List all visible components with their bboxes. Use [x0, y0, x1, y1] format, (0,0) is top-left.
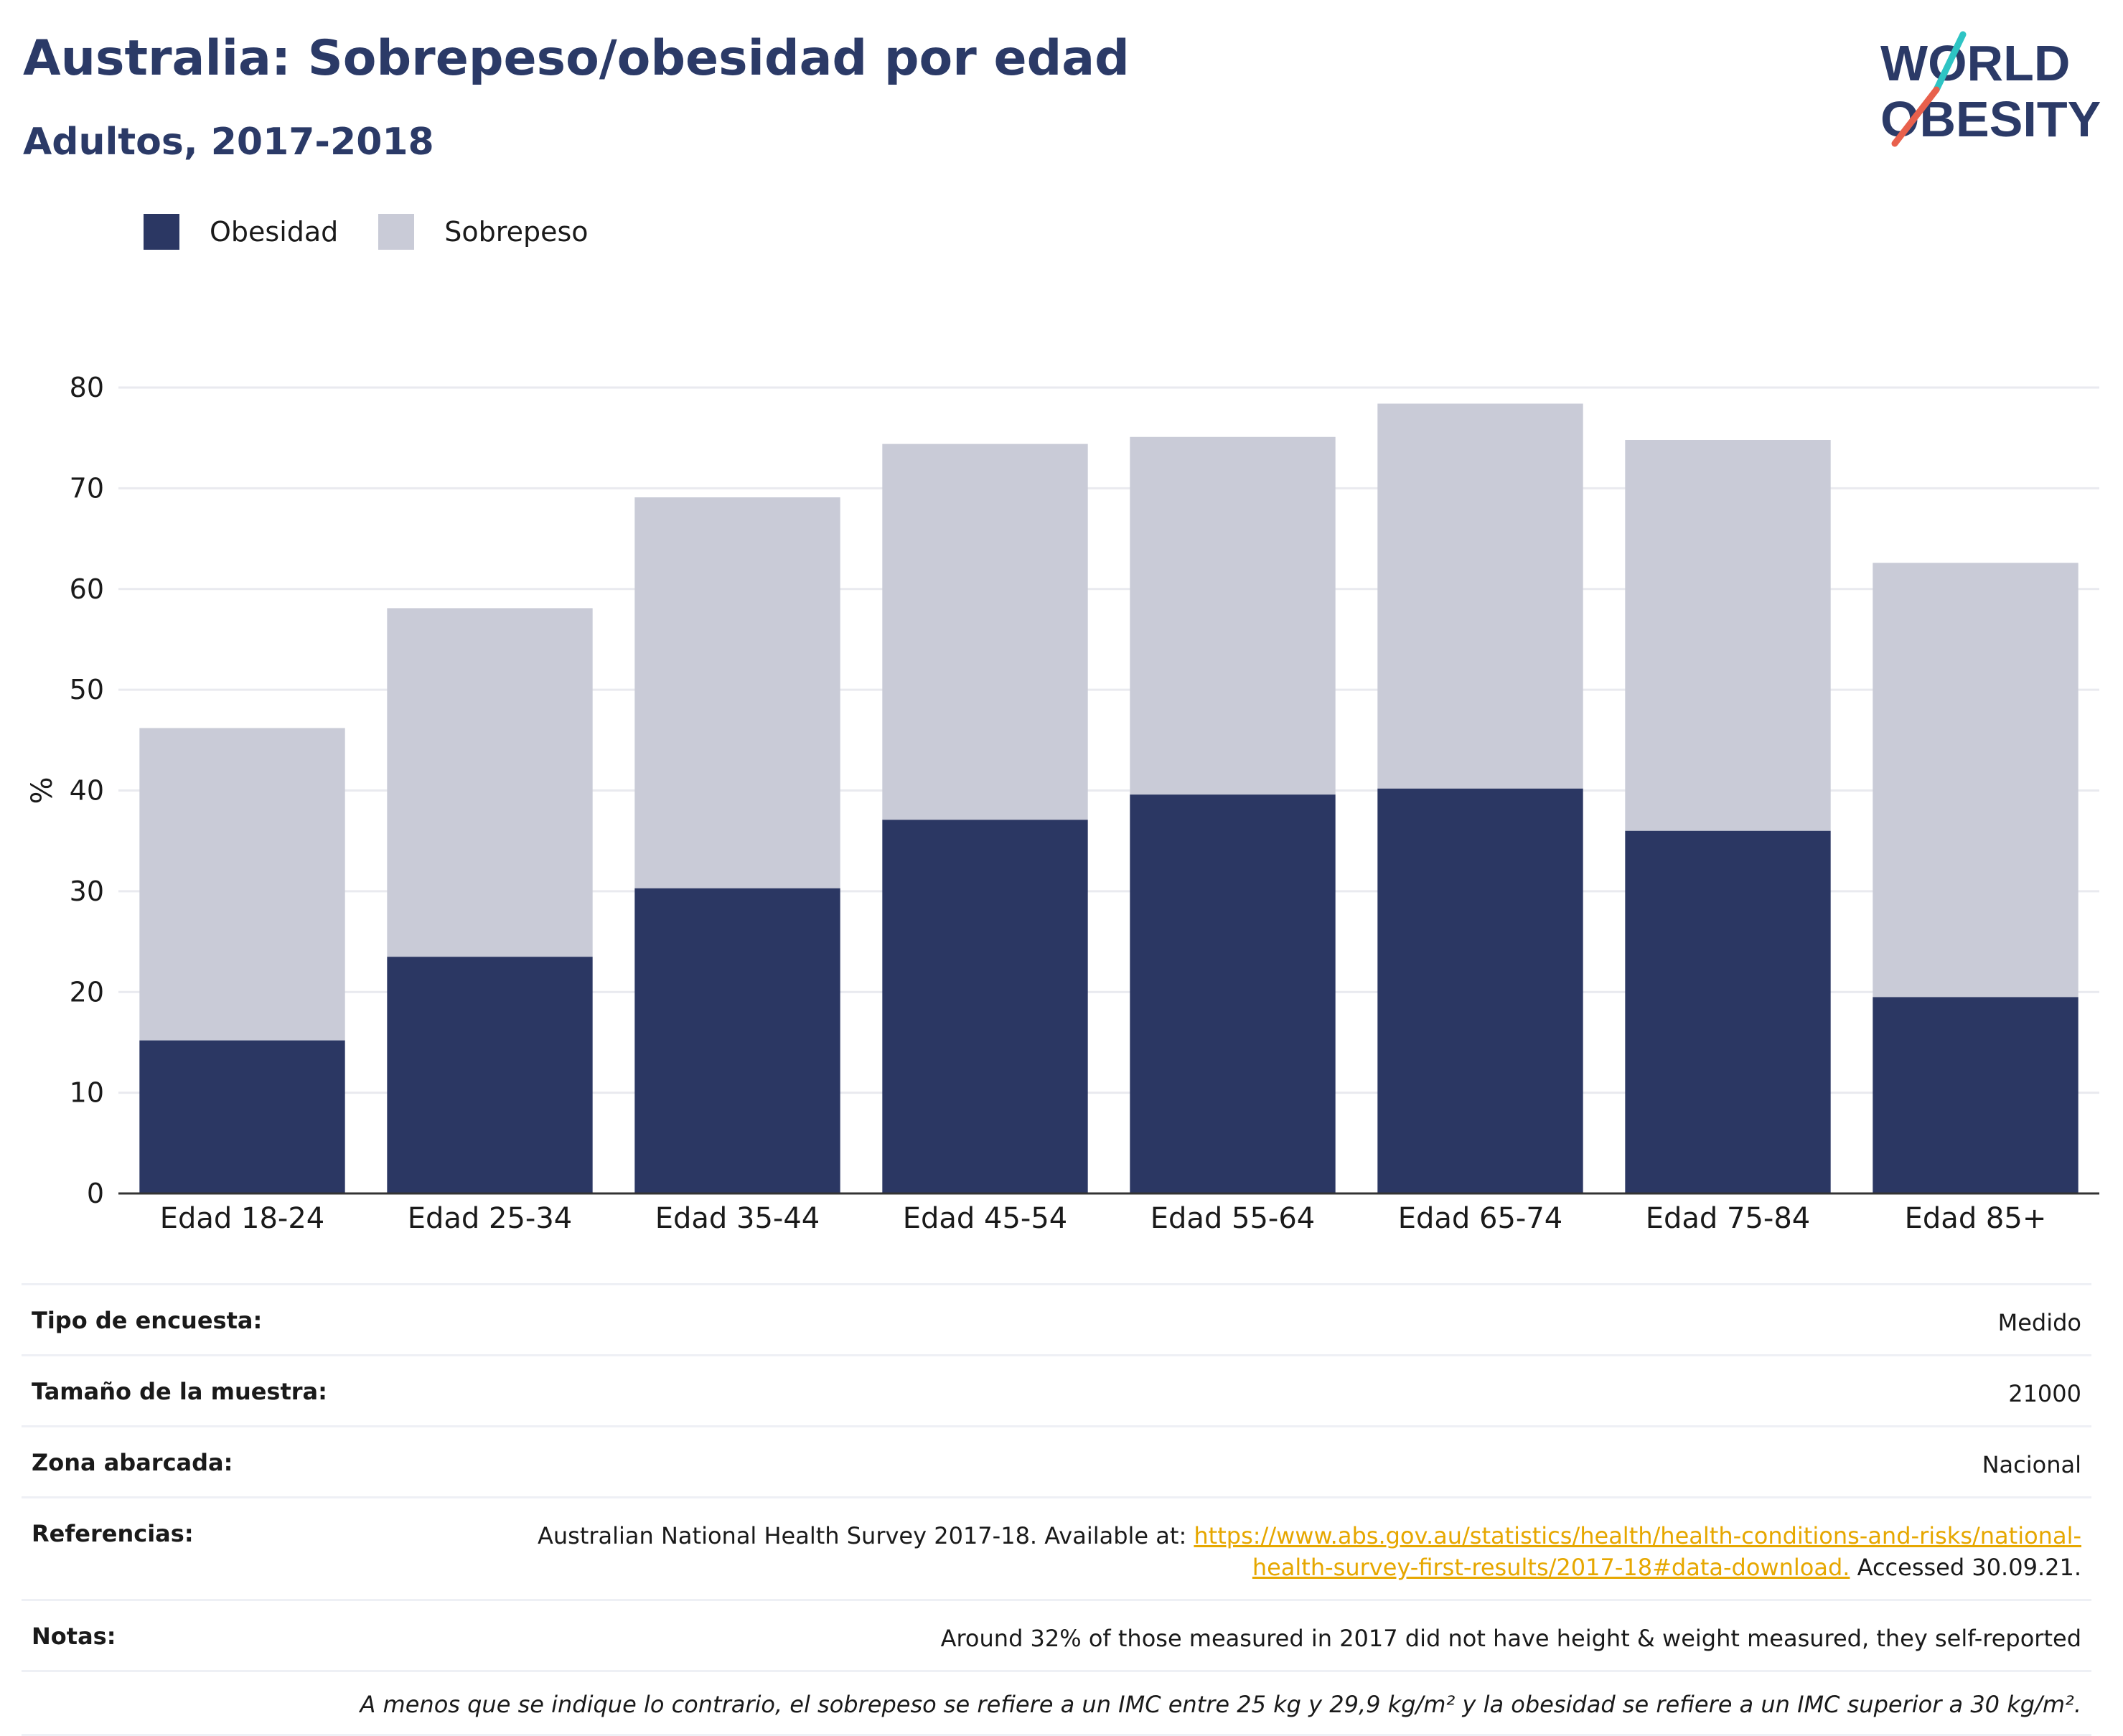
y-tick-label: 30	[70, 876, 104, 907]
sample-size-label: Tamaño de la muestra:	[32, 1378, 327, 1405]
references-label: Referencias:	[32, 1520, 194, 1547]
legend-item-obesidad: Obesidad	[144, 214, 338, 250]
bar-sobrepeso-7	[1625, 439, 1831, 831]
legend-label-sobrepeso: Sobrepeso	[444, 216, 589, 248]
bar-sobrepeso-6	[1377, 403, 1583, 789]
survey-type-label: Tipo de encuesta:	[32, 1307, 263, 1334]
x-tick-label: Edad 55-64	[1150, 1202, 1316, 1235]
bar-obesidad-5	[1130, 794, 1336, 1193]
references-value: Australian National Health Survey 2017-1…	[502, 1520, 2081, 1583]
bar-sobrepeso-2	[387, 608, 593, 957]
x-tick-label: Edad 18-24	[160, 1202, 325, 1235]
references-link[interactable]: https://www.abs.gov.au/statistics/health…	[1194, 1522, 2081, 1581]
y-tick-label: 40	[70, 775, 104, 807]
stacked-bar-chart: 0 10 20 30 40 50 60 70 80% Edad 18-24 Edad 25-34 Ed…	[26, 372, 2099, 1235]
x-tick-label: Edad 35-44	[655, 1202, 820, 1235]
area-value: Nacional	[1982, 1451, 2081, 1478]
x-tick-label: Edad 85+	[1905, 1202, 2047, 1235]
chart-subtitle: Adultos, 2017-2018	[23, 121, 434, 164]
bar-sobrepeso-1	[139, 728, 345, 1041]
references-accessed: Accessed 30.09.21.	[1850, 1554, 2081, 1581]
bar-sobrepeso-3	[634, 497, 840, 888]
svg-text:WORLD: WORLD	[1880, 35, 2070, 91]
bar-obesidad-2	[387, 957, 593, 1193]
legend-swatch-sobrepeso	[378, 214, 415, 250]
bar-obesidad-7	[1625, 830, 1831, 1193]
chart-legend: Obesidad Sobrepeso	[144, 214, 629, 250]
y-tick-label: 0	[87, 1178, 104, 1209]
notes-label: Notas:	[32, 1623, 116, 1650]
y-tick-label: 50	[70, 674, 104, 705]
bar-obesidad-3	[634, 888, 840, 1193]
world-obesity-logo: WORLD OBESITY	[1880, 31, 2101, 147]
x-tick-label: Edad 65-74	[1398, 1202, 1563, 1235]
bar-sobrepeso-4	[882, 444, 1088, 820]
legend-item-sobrepeso: Sobrepeso	[378, 214, 589, 250]
notes-value: Around 32% of those measured in 2017 did…	[940, 1625, 2081, 1652]
bar-obesidad-1	[139, 1040, 345, 1193]
bar-obesidad-8	[1873, 997, 2079, 1193]
bar-obesidad-4	[882, 820, 1088, 1193]
info-row-area: Zona abarcada: Nacional	[22, 1425, 2091, 1496]
y-tick-label: 60	[70, 573, 104, 605]
y-tick-label: 70	[70, 472, 104, 504]
survey-info-table: Tipo de encuesta: Medido Tamaño de la mu…	[22, 1283, 2091, 1736]
sample-size-value: 21000	[2008, 1380, 2081, 1407]
bar-sobrepeso-8	[1873, 563, 2079, 998]
legend-swatch-obesidad	[144, 214, 179, 250]
bar-sobrepeso-5	[1130, 436, 1336, 795]
survey-type-value: Medido	[1997, 1309, 2081, 1336]
chart-title: Australia: Sobrepeso/obesidad por edad	[23, 30, 1130, 87]
y-tick-label: 80	[70, 372, 104, 403]
info-row-sample-size: Tamaño de la muestra: 21000	[22, 1354, 2091, 1425]
y-tick-label: 20	[70, 976, 104, 1008]
info-row-references: Referencias: Australian National Health …	[22, 1496, 2091, 1599]
y-axis-label: %	[26, 776, 59, 804]
references-text: Australian National Health Survey 2017-1…	[537, 1522, 1194, 1549]
area-label: Zona abarcada:	[32, 1449, 233, 1476]
x-tick-label: Edad 25-34	[408, 1202, 573, 1235]
bmi-footnote: A menos que se indique lo contrario, el …	[22, 1670, 2091, 1736]
info-row-survey-type: Tipo de encuesta: Medido	[22, 1283, 2091, 1354]
bar-obesidad-6	[1377, 788, 1583, 1193]
x-tick-label: Edad 45-54	[903, 1202, 1068, 1235]
legend-label-obesidad: Obesidad	[210, 216, 339, 248]
y-tick-label: 10	[70, 1077, 104, 1109]
info-row-notes: Notas: Around 32% of those measured in 2…	[22, 1599, 2091, 1670]
x-tick-label: Edad 75-84	[1646, 1202, 1811, 1235]
